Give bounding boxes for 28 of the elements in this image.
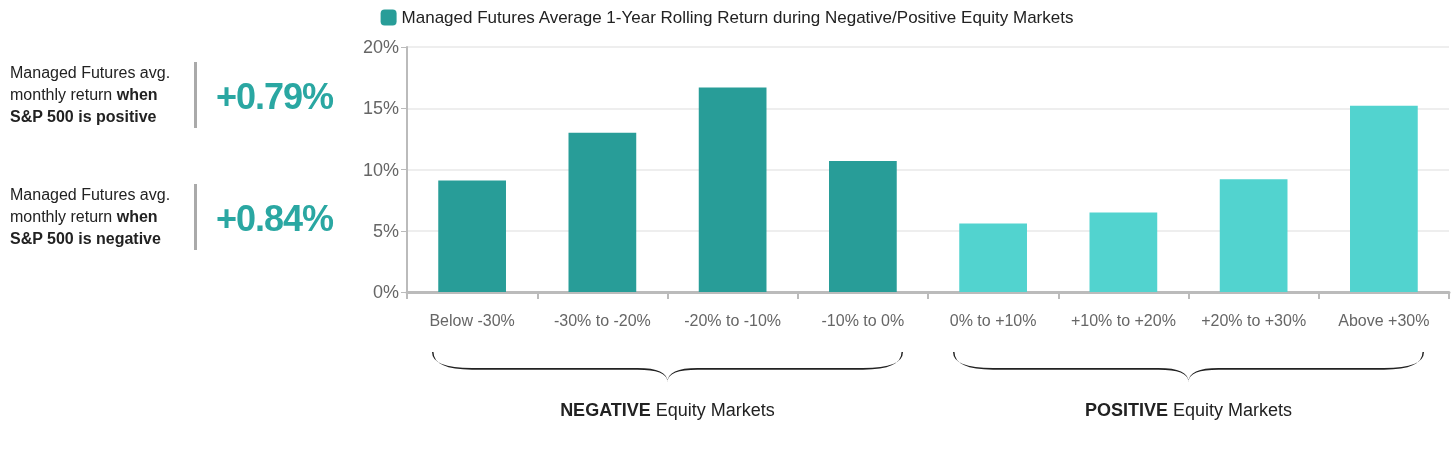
bar	[1089, 212, 1158, 292]
text: POSITIVE Equity Markets	[1084, 400, 1293, 420]
y-tick-label: 10%	[362, 159, 399, 180]
y-tick-label: 15%	[362, 98, 399, 119]
bar	[959, 223, 1027, 292]
x-tick-label: 0% to +10%	[949, 311, 1037, 329]
text: +0.84%	[216, 198, 334, 240]
legend-label: Managed Futures Average 1-Year Rolling Return during Negative/Positive Equity Markets	[401, 8, 1074, 27]
bar	[698, 87, 767, 292]
text: NEGATIVE Equity Markets	[560, 400, 775, 420]
bar	[1350, 105, 1418, 292]
text: +0.79%	[216, 76, 334, 118]
y-tick-label: 20%	[362, 37, 399, 57]
x-tick-label: -20% to -10%	[684, 311, 782, 329]
x-tick-label: -30% to -20%	[553, 311, 651, 329]
x-tick-label: Above +30%	[1338, 311, 1430, 329]
bar	[438, 180, 506, 292]
bar	[1219, 179, 1288, 292]
bar	[829, 160, 897, 292]
x-tick-label: -10% to 0%	[821, 311, 905, 329]
bar	[568, 132, 637, 292]
x-tick-label: +10% to +20%	[1070, 311, 1176, 329]
x-tick-label: +20% to +30%	[1201, 311, 1307, 329]
y-tick-label: 0%	[372, 282, 399, 302]
x-tick-label: Below -30%	[429, 311, 515, 329]
text: Managed Futures avg. monthly return when S&P 500 is positive	[10, 64, 171, 125]
text: Managed Futures avg. monthly return when S&P 500 is negative	[10, 186, 171, 247]
y-tick-label: 5%	[372, 220, 399, 241]
